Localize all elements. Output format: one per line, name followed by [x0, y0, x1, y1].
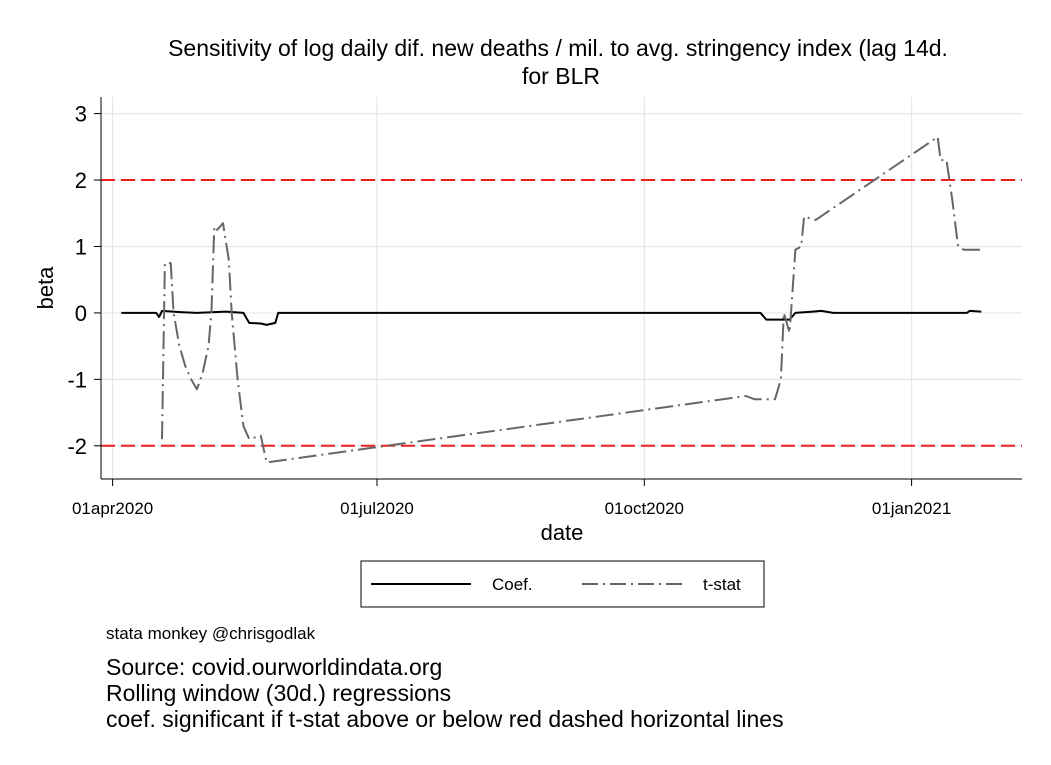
reference-lines	[101, 179, 1022, 447]
chart-notes: stata monkey @chrisgodlak Source: covid.…	[106, 624, 784, 732]
legend-label-coef: Coef.	[492, 575, 533, 594]
y-tick-label: -1	[67, 367, 87, 392]
series-t-stat	[161, 135, 985, 464]
credit-note: stata monkey @chrisgodlak	[106, 624, 316, 643]
x-axis-ticks: 01apr2020 01jul2020 01oct2020 01jan2021	[72, 479, 951, 518]
grid-lines	[101, 97, 1022, 479]
x-axis-label: date	[541, 520, 584, 545]
method-note: Rolling window (30d.) regressions	[106, 680, 452, 706]
chart-subtitle: for BLR	[522, 63, 600, 89]
legend: Coef. t-stat	[360, 560, 765, 608]
legend-label-tstat: t-stat	[703, 575, 741, 594]
y-tick-label: -2	[67, 434, 87, 459]
y-tick-label: 3	[75, 102, 87, 127]
series-coef	[121, 309, 982, 326]
series-lines	[121, 135, 985, 464]
source-note: Source: covid.ourworldindata.org	[106, 654, 443, 680]
x-tick-label: 01jan2021	[872, 499, 951, 518]
y-tick-label: 2	[75, 168, 87, 193]
y-tick-label: 1	[75, 234, 87, 259]
x-tick-label: 01jul2020	[340, 499, 414, 518]
chart-title: Sensitivity of log daily dif. new deaths…	[168, 35, 948, 61]
significance-note: coef. significant if t-stat above or bel…	[106, 706, 784, 732]
x-tick-label: 01oct2020	[605, 499, 684, 518]
y-axis-label: beta	[33, 266, 58, 310]
y-tick-label: 0	[75, 301, 87, 326]
y-axis-ticks: 3 2 1 0 -1 -2	[67, 102, 101, 459]
x-tick-label: 01apr2020	[72, 499, 153, 518]
